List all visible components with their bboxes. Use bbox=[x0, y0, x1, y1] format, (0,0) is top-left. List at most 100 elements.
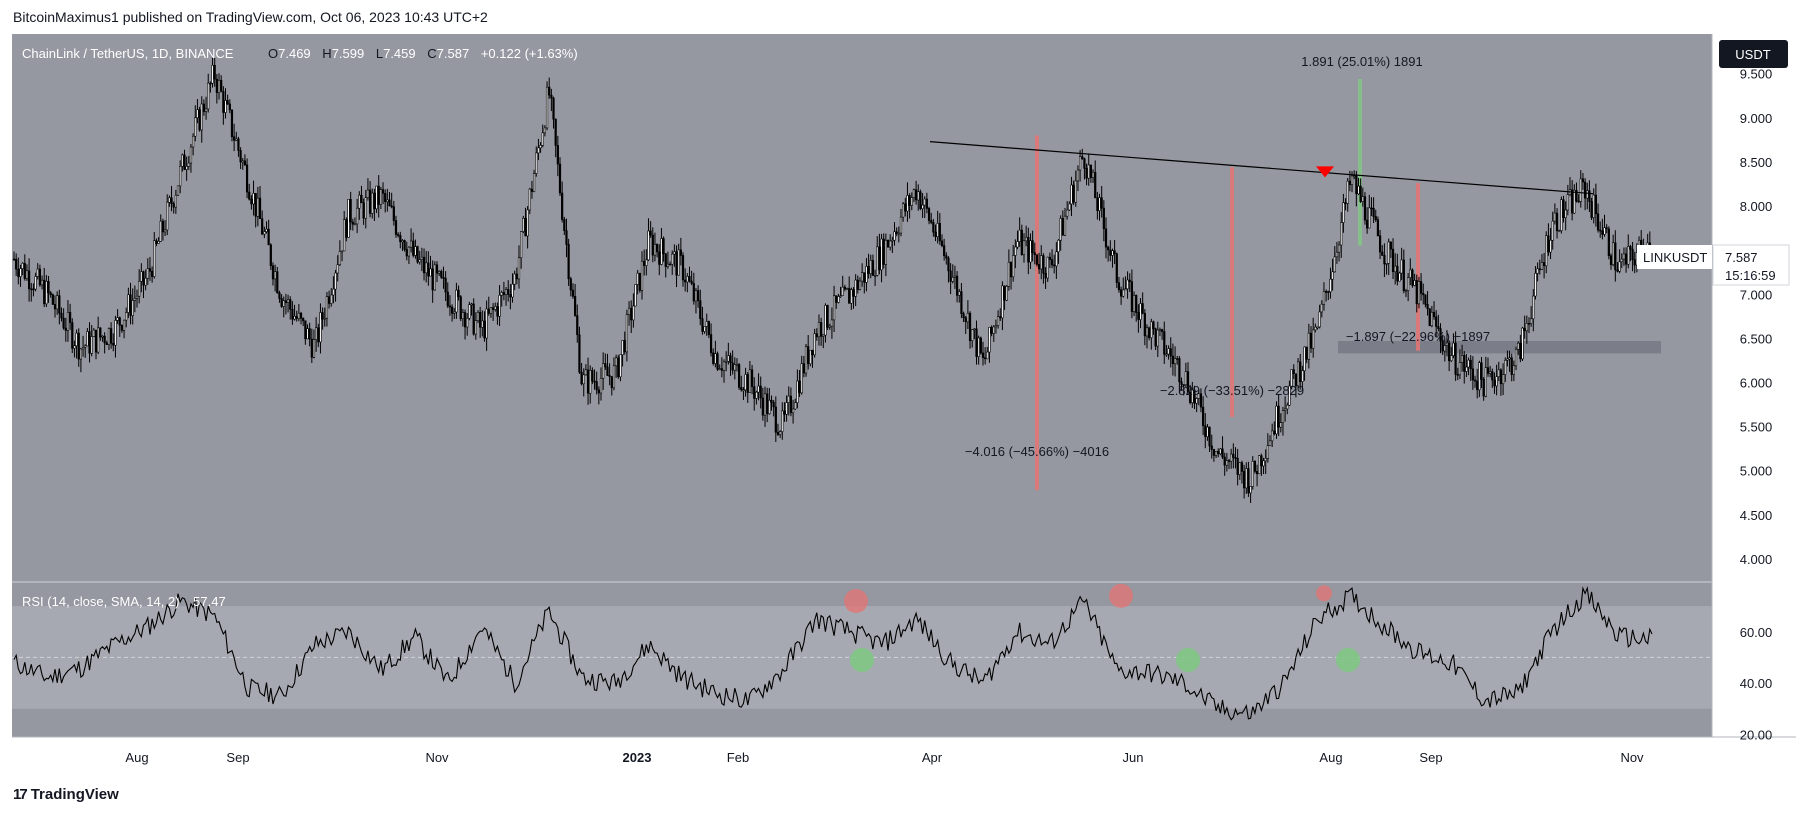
candle-body bbox=[690, 280, 693, 284]
candle-body bbox=[1422, 292, 1425, 296]
candle-body bbox=[12, 258, 16, 261]
price-pane[interactable] bbox=[12, 34, 1712, 581]
candle-body bbox=[297, 312, 300, 319]
candle bbox=[949, 263, 952, 295]
candle bbox=[1512, 360, 1515, 382]
candle bbox=[440, 269, 443, 279]
rsi-line[interactable] bbox=[13, 585, 1653, 721]
candle-body bbox=[1122, 289, 1125, 297]
candle-body bbox=[968, 312, 972, 341]
candle-body bbox=[1143, 312, 1146, 337]
currency-button[interactable]: USDT bbox=[1735, 47, 1770, 62]
candle-body bbox=[1439, 328, 1442, 342]
symbol-title[interactable]: ChainLink / TetherUS, 1D, BINANCE bbox=[22, 46, 234, 61]
candle bbox=[420, 247, 423, 272]
candle bbox=[129, 282, 132, 325]
candle-body bbox=[120, 324, 124, 331]
candle bbox=[1499, 368, 1503, 396]
candle-body bbox=[1342, 202, 1345, 223]
candle bbox=[1551, 211, 1554, 250]
candle bbox=[36, 263, 39, 280]
candle-body bbox=[1191, 389, 1194, 404]
candle bbox=[263, 226, 266, 239]
candle-body bbox=[1202, 406, 1205, 427]
candle-body bbox=[962, 313, 965, 318]
candle bbox=[787, 386, 790, 416]
candle-body bbox=[472, 303, 475, 335]
measurement-zone[interactable] bbox=[1358, 78, 1362, 246]
candle-body bbox=[183, 154, 186, 170]
candle bbox=[1473, 375, 1477, 388]
candle-body bbox=[664, 253, 667, 267]
candle bbox=[630, 300, 633, 334]
candle-body bbox=[1545, 235, 1548, 267]
candle bbox=[843, 284, 846, 292]
time-axis[interactable] bbox=[12, 737, 1796, 774]
candle-body bbox=[1627, 246, 1630, 265]
candle bbox=[142, 270, 145, 299]
candle bbox=[930, 212, 933, 225]
candle-body bbox=[1027, 236, 1030, 263]
candle-body bbox=[1404, 290, 1408, 292]
candle bbox=[675, 245, 678, 288]
candle bbox=[12, 251, 16, 261]
candle bbox=[457, 285, 460, 301]
candle bbox=[945, 252, 948, 265]
low-value: 7.459 bbox=[383, 46, 416, 61]
candle bbox=[647, 218, 650, 262]
candle-body bbox=[1536, 268, 1539, 274]
candle bbox=[1096, 191, 1099, 220]
measurement-zone[interactable] bbox=[1230, 167, 1234, 417]
candle-body bbox=[1152, 321, 1155, 330]
candle bbox=[1527, 317, 1531, 334]
candle bbox=[461, 308, 464, 327]
candle bbox=[377, 175, 380, 218]
candle bbox=[84, 344, 87, 358]
price-tick-label: 8.000 bbox=[1740, 199, 1773, 214]
candle-body bbox=[1605, 227, 1608, 230]
candle bbox=[854, 274, 857, 307]
candle bbox=[1046, 256, 1049, 283]
rsi-legend-label[interactable]: RSI (14, close, SMA, 14, 2) bbox=[22, 594, 180, 609]
candle bbox=[340, 250, 344, 262]
measurement-label[interactable]: −4.016 (−45.66%) −4016 bbox=[965, 444, 1109, 459]
candle bbox=[1622, 247, 1626, 266]
candle-body bbox=[416, 246, 419, 263]
measurement-label[interactable]: −2.829 (−33.51%) −2829 bbox=[1160, 383, 1304, 398]
measurement-label[interactable]: −1.897 (−22.96%) −1897 bbox=[1346, 329, 1490, 344]
candle bbox=[530, 180, 534, 199]
candle-body bbox=[284, 300, 288, 303]
tradingview-logo[interactable]: 17 TradingView bbox=[13, 786, 119, 803]
candle bbox=[1037, 252, 1041, 274]
candle bbox=[163, 220, 167, 236]
candle bbox=[684, 268, 687, 292]
candle-body bbox=[852, 289, 855, 297]
price-axis[interactable] bbox=[1712, 34, 1796, 737]
resistance-line[interactable] bbox=[929, 141, 1594, 195]
candle bbox=[371, 188, 374, 219]
candle bbox=[1383, 243, 1386, 278]
candle bbox=[293, 304, 296, 321]
candle-body bbox=[40, 279, 44, 286]
candle-body bbox=[977, 337, 980, 357]
measurement-zone[interactable] bbox=[1416, 183, 1420, 351]
candle-body bbox=[828, 325, 831, 328]
candle-body bbox=[1212, 449, 1216, 456]
candle bbox=[809, 349, 812, 367]
measurement-label[interactable]: 1.891 (25.01%) 1891 bbox=[1301, 54, 1422, 69]
candle-body bbox=[794, 402, 797, 410]
candle bbox=[1555, 208, 1559, 239]
candle-body bbox=[917, 191, 920, 201]
candle-body bbox=[196, 109, 199, 119]
candle bbox=[148, 256, 152, 281]
candle bbox=[224, 88, 227, 119]
candle bbox=[1262, 457, 1265, 475]
currency-button-bg[interactable] bbox=[1719, 40, 1788, 68]
candle-body bbox=[86, 331, 89, 347]
candle bbox=[1016, 230, 1019, 250]
candle-body bbox=[347, 199, 350, 238]
candle bbox=[943, 238, 946, 261]
candle-body bbox=[919, 191, 922, 209]
measurement-zone[interactable] bbox=[1035, 135, 1039, 491]
